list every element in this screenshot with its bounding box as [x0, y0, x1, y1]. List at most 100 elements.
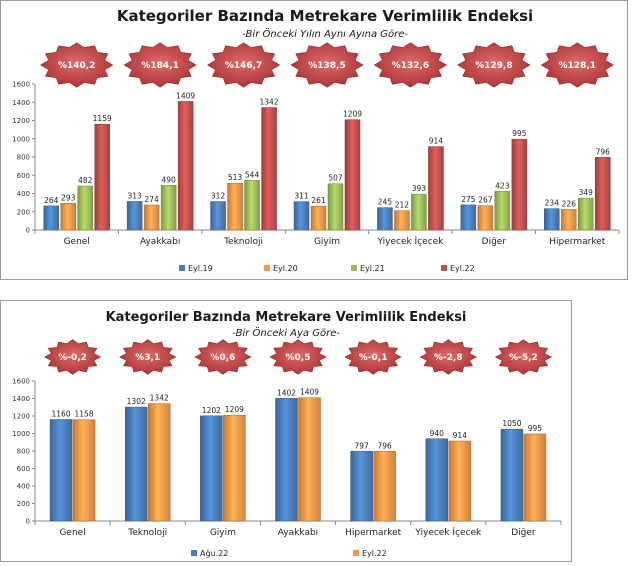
bar: [511, 138, 528, 231]
change-badge-label: %-5,2: [509, 353, 538, 363]
bar: [160, 185, 177, 231]
data-label: 995: [512, 129, 527, 138]
chart-monthly: Kategoriler Bazında Metrekare Verimlilik…: [12, 310, 562, 558]
x-tick-label: Genel: [64, 237, 90, 247]
data-label: 995: [528, 424, 543, 433]
change-badge-label: %0,6: [210, 353, 235, 363]
change-badge: [290, 42, 364, 88]
bar: [126, 201, 143, 231]
legend-swatch: [179, 265, 185, 271]
data-label: 914: [429, 137, 444, 146]
y-tick-label: 1400: [12, 99, 30, 107]
data-label: 226: [562, 199, 577, 208]
bar: [94, 123, 110, 231]
x-tick-label: Genel: [59, 528, 85, 538]
legend-swatch: [191, 550, 197, 556]
data-label: 312: [211, 192, 226, 201]
y-tick-label: 1200: [12, 413, 30, 421]
legend-label: Eyl.22: [362, 549, 387, 558]
y-tick-label: 800: [17, 154, 30, 162]
bar: [275, 398, 298, 522]
chart-title: Kategoriler Bazında Metrekare Verimlilik…: [117, 7, 533, 25]
x-tick-label: Hipermarket: [345, 528, 401, 538]
change-badge: [457, 42, 531, 88]
legend-swatch: [353, 550, 359, 556]
bar: [210, 201, 226, 231]
y-tick-label: 600: [17, 465, 30, 473]
chart-title: Kategoriler Bazında Metrekare Verimlilik…: [106, 310, 467, 325]
chart-yearly: Kategoriler Bazında Metrekare Verimlilik…: [12, 7, 620, 273]
bar: [177, 101, 194, 231]
bar: [143, 204, 160, 231]
bar: [49, 419, 73, 522]
bar: [561, 209, 577, 231]
y-tick-label: 0: [26, 518, 30, 526]
data-label: 507: [328, 174, 343, 183]
legend-swatch: [264, 265, 270, 271]
change-badge: [373, 42, 447, 88]
bar: [244, 180, 260, 231]
data-label: 1409: [300, 388, 319, 397]
legend-label: Eyl.20: [273, 264, 298, 273]
change-badge: [194, 339, 252, 375]
change-badge: [123, 42, 197, 88]
data-label: 275: [461, 195, 476, 204]
x-tick-label: Giyim: [210, 528, 236, 538]
y-tick-label: 1600: [12, 81, 30, 89]
change-badge: [540, 42, 614, 88]
data-label: 349: [579, 188, 594, 197]
data-label: 1342: [260, 98, 279, 107]
data-label: 513: [228, 173, 243, 182]
legend-swatch: [441, 265, 447, 271]
change-badge: [119, 339, 177, 375]
data-label: 940: [430, 429, 445, 438]
legend-label: Eyl.22: [450, 264, 475, 273]
data-label: 1202: [202, 406, 221, 415]
data-label: 274: [144, 195, 159, 204]
chart-subtitle: -Bir Önceki Yılın Aynı Ayına Göre-: [242, 27, 408, 40]
change-badge: [40, 42, 114, 88]
change-badge: [43, 339, 102, 375]
y-tick-label: 200: [17, 208, 30, 216]
legend: Ağu.22 Eyl.22: [191, 549, 387, 558]
legend-label: Ağu.22: [200, 549, 228, 558]
data-label: 914: [453, 431, 468, 440]
bar: [310, 205, 327, 231]
change-badge: [344, 339, 402, 375]
y-tick-label: 0: [26, 227, 30, 235]
x-tick-label: Teknoloji: [127, 528, 167, 538]
y-tick-label: 200: [17, 500, 30, 508]
x-tick-label: Yiyecek İçecek: [414, 527, 482, 538]
x-tick-label: Diğer: [511, 528, 536, 538]
data-label: 1302: [127, 397, 146, 406]
bar: [43, 205, 59, 231]
bar: [60, 203, 76, 231]
data-label: 264: [44, 196, 59, 205]
data-label: 1160: [52, 410, 71, 419]
data-label: 796: [596, 147, 611, 156]
change-badge-label: %129,8: [475, 61, 513, 71]
change-badge: [207, 42, 281, 88]
data-label: 797: [354, 441, 369, 450]
data-label: 423: [495, 181, 510, 190]
bar: [200, 415, 223, 522]
data-label: 267: [478, 196, 493, 205]
data-label: 1158: [75, 410, 94, 419]
bar: [124, 406, 148, 522]
data-label: 482: [78, 176, 93, 185]
x-tick-label: Yiyecek İçecek: [376, 236, 444, 247]
bar: [523, 433, 547, 522]
data-label: 1209: [343, 110, 362, 119]
change-badge-label: %-2,8: [434, 353, 463, 363]
data-label: 1409: [176, 91, 195, 100]
bar: [227, 182, 243, 231]
bar: [147, 403, 171, 522]
change-badge: [419, 339, 477, 375]
change-badge-label: %146,7: [225, 61, 263, 71]
change-badge: [494, 339, 553, 375]
data-label: 313: [127, 191, 142, 200]
x-tick-label: Diğer: [482, 237, 507, 247]
change-badge-label: %138,5: [308, 61, 346, 71]
bar: [223, 414, 246, 522]
change-badge-label: %140,2: [58, 61, 96, 71]
